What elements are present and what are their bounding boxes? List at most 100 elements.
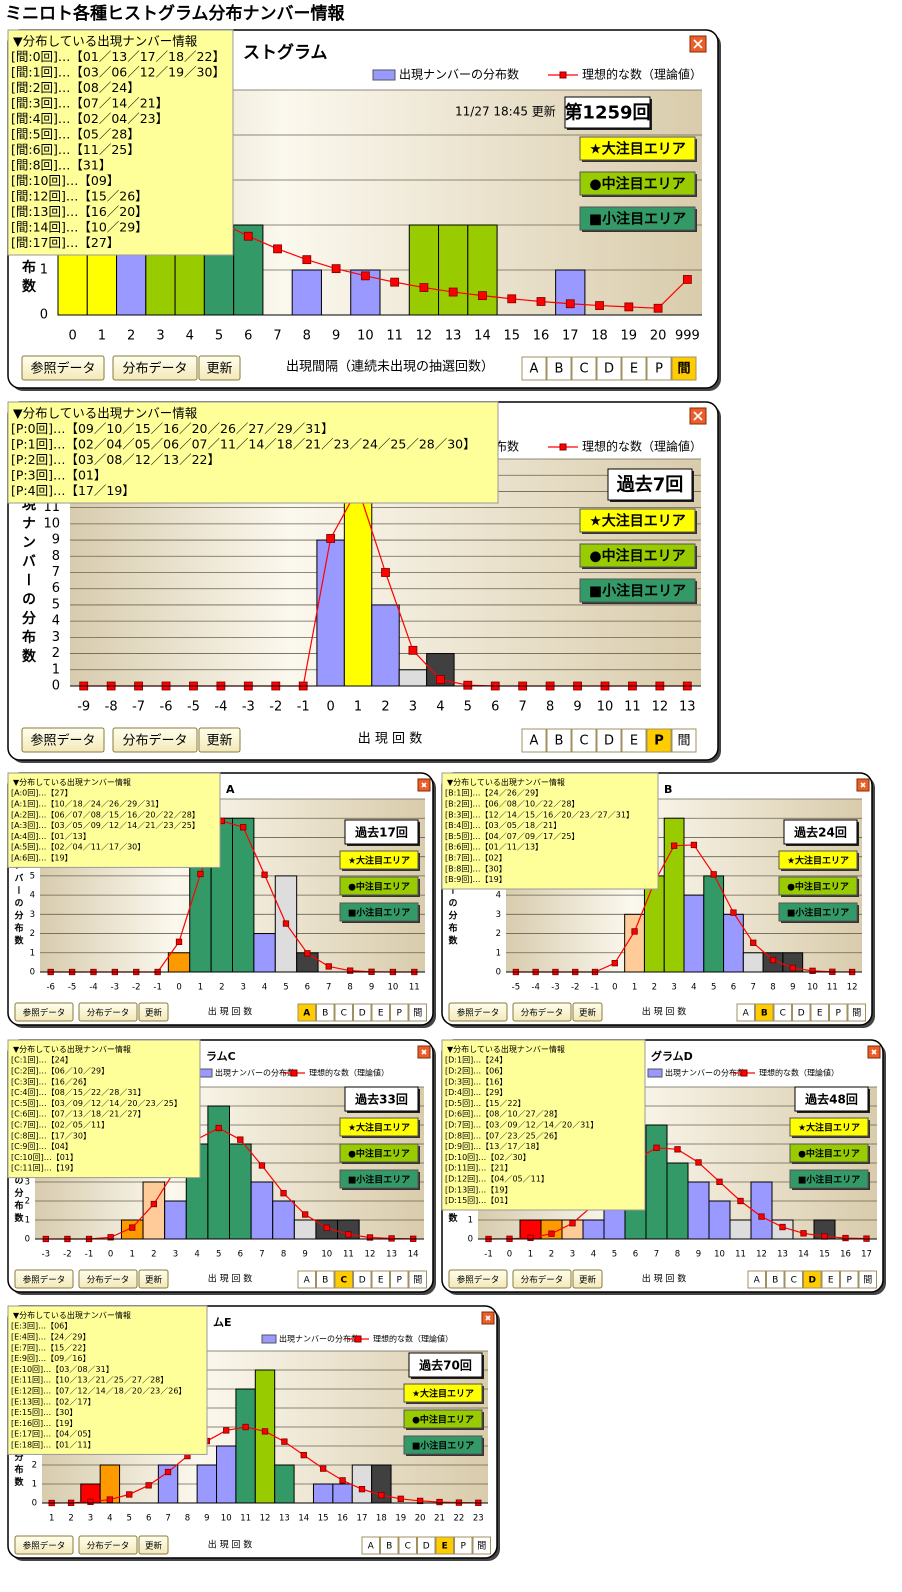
button-label[interactable]: 更新	[206, 361, 232, 377]
tab[interactable]	[398, 1536, 417, 1555]
button[interactable]	[14, 1269, 74, 1289]
tab[interactable]	[671, 728, 697, 753]
button-label[interactable]: 分布データ	[122, 733, 187, 749]
tab-label[interactable]: A	[368, 1542, 375, 1552]
button[interactable]	[572, 1269, 603, 1289]
button-label[interactable]: 更新	[145, 1275, 163, 1286]
tab-label[interactable]: 間	[413, 1008, 422, 1019]
button-label[interactable]: 分布データ	[122, 361, 187, 377]
button[interactable]	[112, 355, 198, 381]
tab-label[interactable]: B	[322, 1276, 328, 1286]
button[interactable]	[138, 1269, 169, 1289]
tab[interactable]	[435, 1536, 454, 1555]
tab-label[interactable]: A	[530, 734, 539, 749]
tab[interactable]	[546, 728, 572, 753]
button[interactable]	[14, 1535, 74, 1555]
tab[interactable]	[736, 1003, 755, 1022]
button-label[interactable]: 更新	[579, 1008, 597, 1019]
button[interactable]	[138, 1535, 169, 1555]
tab-label[interactable]: D	[423, 1542, 430, 1552]
button-label[interactable]: 参照データ	[23, 1275, 66, 1286]
button[interactable]	[198, 355, 241, 381]
tab-label[interactable]: B	[386, 1542, 392, 1552]
tab[interactable]	[671, 356, 697, 381]
tab-label[interactable]: 間	[852, 1008, 861, 1019]
button[interactable]	[78, 1002, 138, 1022]
tab[interactable]	[646, 728, 672, 753]
tab[interactable]	[380, 1536, 399, 1555]
button[interactable]	[572, 1002, 603, 1022]
tab-label[interactable]: C	[579, 734, 588, 749]
tab[interactable]	[621, 728, 647, 753]
tab-label[interactable]: A	[743, 1009, 750, 1019]
tab-label[interactable]: B	[322, 1009, 328, 1019]
tab-label[interactable]: D	[604, 362, 614, 377]
button[interactable]	[78, 1269, 138, 1289]
tab[interactable]	[371, 1270, 390, 1289]
tab[interactable]	[316, 1270, 335, 1289]
tab-label[interactable]: A	[530, 362, 539, 377]
button-label[interactable]: 参照データ	[457, 1008, 500, 1019]
tab-label[interactable]: D	[359, 1276, 366, 1286]
tab[interactable]	[821, 1270, 840, 1289]
tab-label[interactable]: E	[630, 734, 638, 749]
tab[interactable]	[858, 1270, 877, 1289]
tab-label[interactable]: P	[655, 362, 663, 377]
button-label[interactable]: 更新	[145, 1541, 163, 1552]
tab[interactable]	[472, 1536, 491, 1555]
tab-label[interactable]: A	[304, 1276, 311, 1286]
tab[interactable]	[747, 1270, 766, 1289]
tab-label[interactable]: P	[654, 734, 664, 749]
tab[interactable]	[840, 1270, 859, 1289]
tab-label[interactable]: 間	[477, 1541, 486, 1552]
tab[interactable]	[353, 1003, 372, 1022]
tab-label[interactable]: E	[630, 362, 638, 377]
tab[interactable]	[408, 1270, 427, 1289]
tab-label[interactable]: P	[461, 1542, 467, 1552]
button[interactable]	[512, 1269, 572, 1289]
button-label[interactable]: 分布データ	[521, 1275, 564, 1286]
tab[interactable]	[454, 1536, 473, 1555]
tab[interactable]	[571, 356, 597, 381]
tab[interactable]	[417, 1536, 436, 1555]
tab[interactable]	[353, 1270, 372, 1289]
tab[interactable]	[810, 1003, 829, 1022]
tab-label[interactable]: B	[761, 1009, 768, 1019]
button-label[interactable]: 更新	[579, 1275, 597, 1286]
tab-label[interactable]: D	[809, 1276, 816, 1286]
button-label[interactable]: 参照データ	[30, 361, 95, 377]
tab-label[interactable]: 間	[677, 734, 690, 749]
tab[interactable]	[847, 1003, 866, 1022]
button-label[interactable]: 分布データ	[87, 1275, 130, 1286]
button-label[interactable]: 参照データ	[457, 1275, 500, 1286]
tab-label[interactable]: P	[836, 1009, 842, 1019]
tab-label[interactable]: C	[340, 1276, 347, 1286]
button-label[interactable]: 参照データ	[30, 733, 95, 749]
tab[interactable]	[829, 1003, 848, 1022]
tab-label[interactable]: E	[442, 1542, 448, 1552]
tab-label[interactable]: D	[359, 1009, 366, 1019]
tab[interactable]	[546, 356, 572, 381]
tab[interactable]	[773, 1003, 792, 1022]
tab[interactable]	[803, 1270, 822, 1289]
button[interactable]	[112, 727, 198, 753]
tab-label[interactable]: C	[579, 362, 588, 377]
tab[interactable]	[316, 1003, 335, 1022]
tab[interactable]	[297, 1270, 316, 1289]
tab-label[interactable]: E	[817, 1009, 823, 1019]
tab[interactable]	[784, 1270, 803, 1289]
tab[interactable]	[596, 356, 622, 381]
button[interactable]	[14, 1002, 74, 1022]
button-label[interactable]: 分布データ	[521, 1008, 564, 1019]
tab-label[interactable]: 間	[863, 1275, 872, 1286]
tab-label[interactable]: E	[378, 1276, 384, 1286]
tab-label[interactable]: B	[555, 362, 564, 377]
tab-label[interactable]: E	[828, 1276, 834, 1286]
tab[interactable]	[571, 728, 597, 753]
button[interactable]	[78, 1535, 138, 1555]
tab[interactable]	[390, 1003, 409, 1022]
tab[interactable]	[792, 1003, 811, 1022]
tab[interactable]	[766, 1270, 785, 1289]
button[interactable]	[512, 1002, 572, 1022]
tab[interactable]	[408, 1003, 427, 1022]
